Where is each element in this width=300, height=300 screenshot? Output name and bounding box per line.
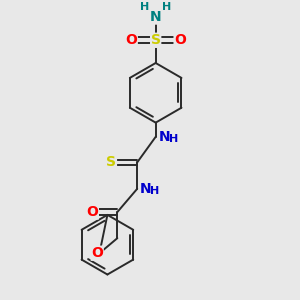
Text: S: S <box>106 155 116 170</box>
Text: H: H <box>150 186 160 196</box>
Text: N: N <box>158 130 170 144</box>
Text: N: N <box>140 182 152 196</box>
Text: O: O <box>125 33 137 47</box>
Text: O: O <box>174 33 186 47</box>
Text: S: S <box>151 33 161 47</box>
Text: H: H <box>140 2 149 11</box>
Text: H: H <box>169 134 178 144</box>
Text: O: O <box>91 246 103 260</box>
Text: H: H <box>162 2 171 11</box>
Text: O: O <box>86 205 98 219</box>
Text: N: N <box>150 10 161 24</box>
